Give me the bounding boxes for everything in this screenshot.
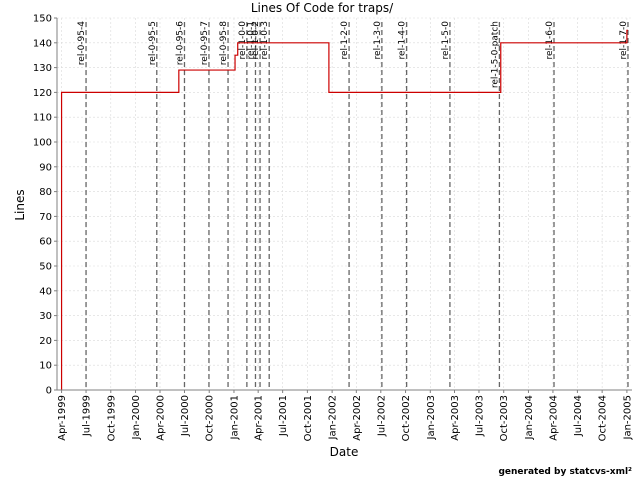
- release-marker-label: rel-1-0-0: [238, 21, 248, 60]
- release-marker-label: rel-0-95-8: [219, 21, 229, 65]
- y-tick-label: 80: [39, 187, 52, 198]
- x-tick-label: Apr-2000: [156, 395, 167, 441]
- y-tick-label: 70: [39, 212, 52, 223]
- release-marker-label: rel-0-95-5: [148, 21, 158, 65]
- x-tick-label: Jul-2001: [278, 395, 289, 437]
- x-tick-label: Oct-2004: [598, 395, 609, 441]
- x-tick-label: Jul-2000: [180, 395, 191, 437]
- x-tick-label: Jan-2004: [524, 395, 535, 440]
- release-marker-label: rel-0-95-4: [77, 21, 87, 65]
- release-marker-label: rel-1-6-0: [545, 21, 555, 60]
- y-tick-label: 40: [39, 286, 52, 297]
- x-tick-label: Jul-2004: [573, 395, 584, 437]
- y-tick-label: 30: [39, 311, 52, 322]
- generator-credit: generated by statcvs-xml²: [498, 467, 632, 477]
- x-tick-label: Jan-2000: [131, 395, 142, 440]
- y-tick-label: 60: [39, 237, 52, 248]
- x-tick-label: Apr-2001: [254, 395, 265, 441]
- release-marker-label: rel-1-0-2: [251, 21, 261, 59]
- y-tick-label: 120: [33, 88, 52, 99]
- y-axis-label: Lines: [13, 189, 27, 220]
- x-tick-label: Jan-2001: [229, 395, 240, 440]
- y-tick-label: 130: [33, 63, 52, 74]
- release-marker-label: rel-1-3-0: [373, 21, 383, 60]
- grid: [57, 17, 632, 391]
- release-marker-label: rel-1-7-0: [619, 21, 629, 60]
- x-tick-label: Jan-2003: [426, 395, 437, 440]
- x-tick-label: Apr-2002: [352, 395, 363, 441]
- x-tick-label: Apr-2004: [548, 395, 559, 441]
- y-tick-label: 90: [39, 162, 52, 173]
- chart-title: Lines Of Code for traps/: [251, 1, 394, 15]
- release-marker-label: rel-0-95-7: [200, 21, 210, 65]
- x-tick-label: Jul-2003: [474, 395, 485, 437]
- x-tick-label: Jul-1999: [82, 395, 93, 437]
- x-tick-label: Apr-1999: [57, 395, 68, 441]
- plot-background: [57, 18, 632, 390]
- release-marker-label: rel-1-2-0: [340, 21, 350, 60]
- y-tick-label: 150: [33, 14, 52, 25]
- release-marker-label: rel-0-95-6: [175, 21, 185, 65]
- x-tick-label: Oct-1999: [106, 395, 117, 441]
- y-tick-label: 10: [39, 361, 52, 372]
- release-marker-label: rel-1-4-0: [398, 21, 408, 60]
- y-tick-label: 0: [46, 386, 52, 397]
- axes: 0 10 20 30 40 50 60 70 80 90 100 110 120 130 140 150 Apr…: [33, 14, 633, 442]
- x-tick-label: Oct-2000: [205, 395, 216, 441]
- y-tick-label: 20: [39, 336, 52, 347]
- release-marker-label: rel-1-5-0: [441, 21, 451, 60]
- x-tick-label: Oct-2003: [499, 395, 510, 441]
- y-tick-label: 100: [33, 138, 52, 149]
- x-tick-label: Oct-2001: [303, 395, 314, 441]
- x-axis-label: Date: [330, 445, 359, 459]
- release-marker-label: rel-1-0-1: [246, 21, 256, 59]
- y-tick-label: 140: [33, 38, 52, 49]
- x-tick-label: Oct-2002: [401, 395, 412, 441]
- release-marker-label: rel-1-0-3: [260, 21, 270, 59]
- x-tick-label: Jan-2002: [328, 395, 339, 440]
- release-marker-label: rel-1-5-0-patch: [490, 21, 500, 88]
- y-tick-label: 110: [33, 113, 52, 124]
- y-tick-label: 50: [39, 262, 52, 273]
- x-tick-label: Jul-2002: [376, 395, 387, 437]
- x-tick-label: Apr-2003: [450, 395, 461, 441]
- x-tick-label: Jan-2005: [622, 395, 633, 440]
- release-markers: rel-0-95-4 rel-0-95-5 rel-0-95-6 rel-0-95-7…: [77, 21, 629, 390]
